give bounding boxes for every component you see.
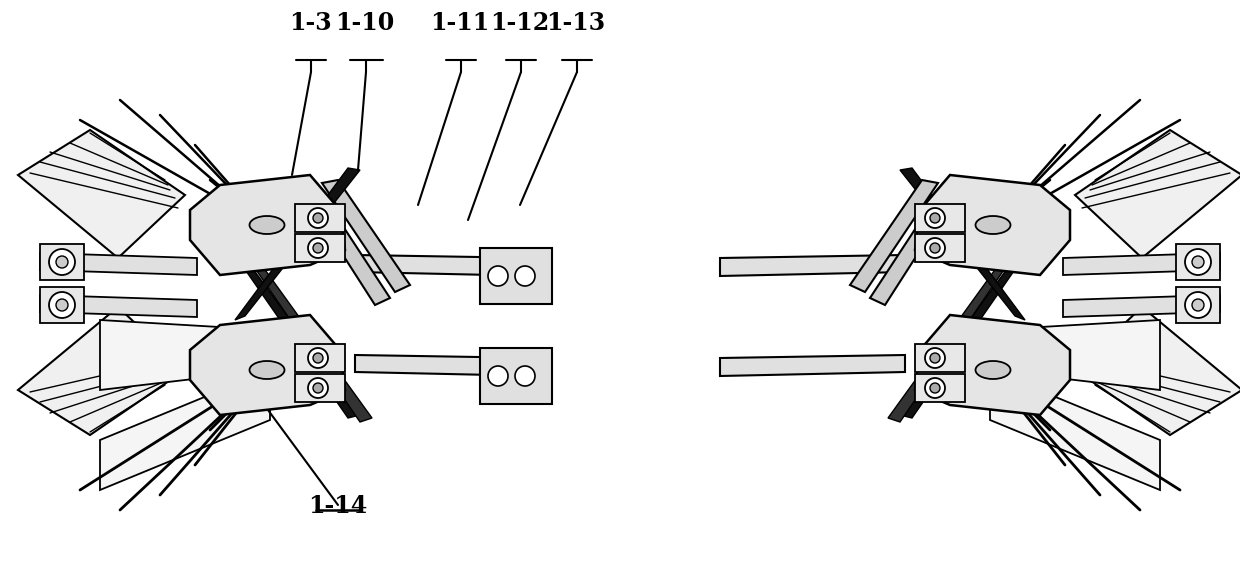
Polygon shape	[100, 370, 270, 490]
Bar	[295, 344, 345, 372]
Polygon shape	[1063, 253, 1220, 275]
Circle shape	[308, 238, 329, 258]
Polygon shape	[720, 255, 905, 276]
Circle shape	[1185, 249, 1211, 275]
Polygon shape	[1075, 307, 1240, 435]
Bar	[480, 348, 552, 404]
Polygon shape	[236, 168, 360, 320]
Ellipse shape	[249, 216, 284, 234]
Polygon shape	[300, 182, 391, 305]
Bar	[915, 234, 965, 262]
Circle shape	[930, 213, 940, 223]
Text: 1-11: 1-11	[430, 11, 490, 35]
Circle shape	[308, 378, 329, 398]
Circle shape	[312, 383, 322, 393]
Polygon shape	[190, 315, 345, 415]
Circle shape	[930, 383, 940, 393]
Ellipse shape	[976, 216, 1011, 234]
Circle shape	[312, 353, 322, 363]
Polygon shape	[19, 307, 185, 435]
Polygon shape	[248, 258, 372, 422]
Circle shape	[56, 299, 68, 311]
Polygon shape	[870, 182, 960, 305]
Circle shape	[489, 366, 508, 386]
Ellipse shape	[249, 361, 284, 379]
Text: 1-12: 1-12	[490, 11, 549, 35]
Circle shape	[930, 243, 940, 253]
Circle shape	[515, 366, 534, 386]
Circle shape	[930, 353, 940, 363]
Circle shape	[1192, 256, 1204, 268]
Circle shape	[308, 208, 329, 228]
Polygon shape	[915, 175, 1070, 275]
Polygon shape	[100, 320, 270, 390]
Circle shape	[489, 266, 508, 286]
Circle shape	[56, 256, 68, 268]
Bar	[915, 374, 965, 402]
Circle shape	[925, 208, 945, 228]
Text: 1-14: 1-14	[309, 494, 367, 518]
Polygon shape	[236, 255, 360, 418]
Bar	[1176, 244, 1220, 280]
Polygon shape	[19, 130, 185, 258]
Polygon shape	[915, 315, 1070, 415]
Polygon shape	[990, 370, 1159, 490]
Polygon shape	[900, 255, 1025, 418]
Ellipse shape	[976, 361, 1011, 379]
Polygon shape	[355, 255, 539, 276]
Circle shape	[312, 243, 322, 253]
Polygon shape	[720, 355, 905, 376]
Text: 1-10: 1-10	[335, 11, 394, 35]
Circle shape	[925, 378, 945, 398]
Bar	[915, 344, 965, 372]
Circle shape	[515, 266, 534, 286]
Circle shape	[1192, 299, 1204, 311]
Polygon shape	[355, 355, 539, 376]
Polygon shape	[40, 253, 197, 275]
Polygon shape	[322, 180, 410, 292]
Bar	[295, 204, 345, 232]
Polygon shape	[849, 180, 937, 292]
Text: 1-3: 1-3	[289, 11, 331, 35]
Polygon shape	[990, 320, 1159, 390]
Bar	[295, 234, 345, 262]
Bar	[295, 374, 345, 402]
Text: 1-13: 1-13	[547, 11, 605, 35]
Polygon shape	[1063, 295, 1220, 317]
Bar	[40, 244, 84, 280]
Polygon shape	[888, 258, 1012, 422]
Circle shape	[50, 292, 74, 318]
Bar	[480, 248, 552, 304]
Circle shape	[50, 249, 74, 275]
Circle shape	[312, 213, 322, 223]
Polygon shape	[1075, 130, 1240, 258]
Circle shape	[925, 348, 945, 368]
Circle shape	[1185, 292, 1211, 318]
Circle shape	[308, 348, 329, 368]
Bar	[40, 287, 84, 323]
Bar	[915, 204, 965, 232]
Bar	[1176, 287, 1220, 323]
Polygon shape	[40, 295, 197, 317]
Polygon shape	[190, 175, 345, 275]
Circle shape	[925, 238, 945, 258]
Polygon shape	[900, 168, 1025, 320]
